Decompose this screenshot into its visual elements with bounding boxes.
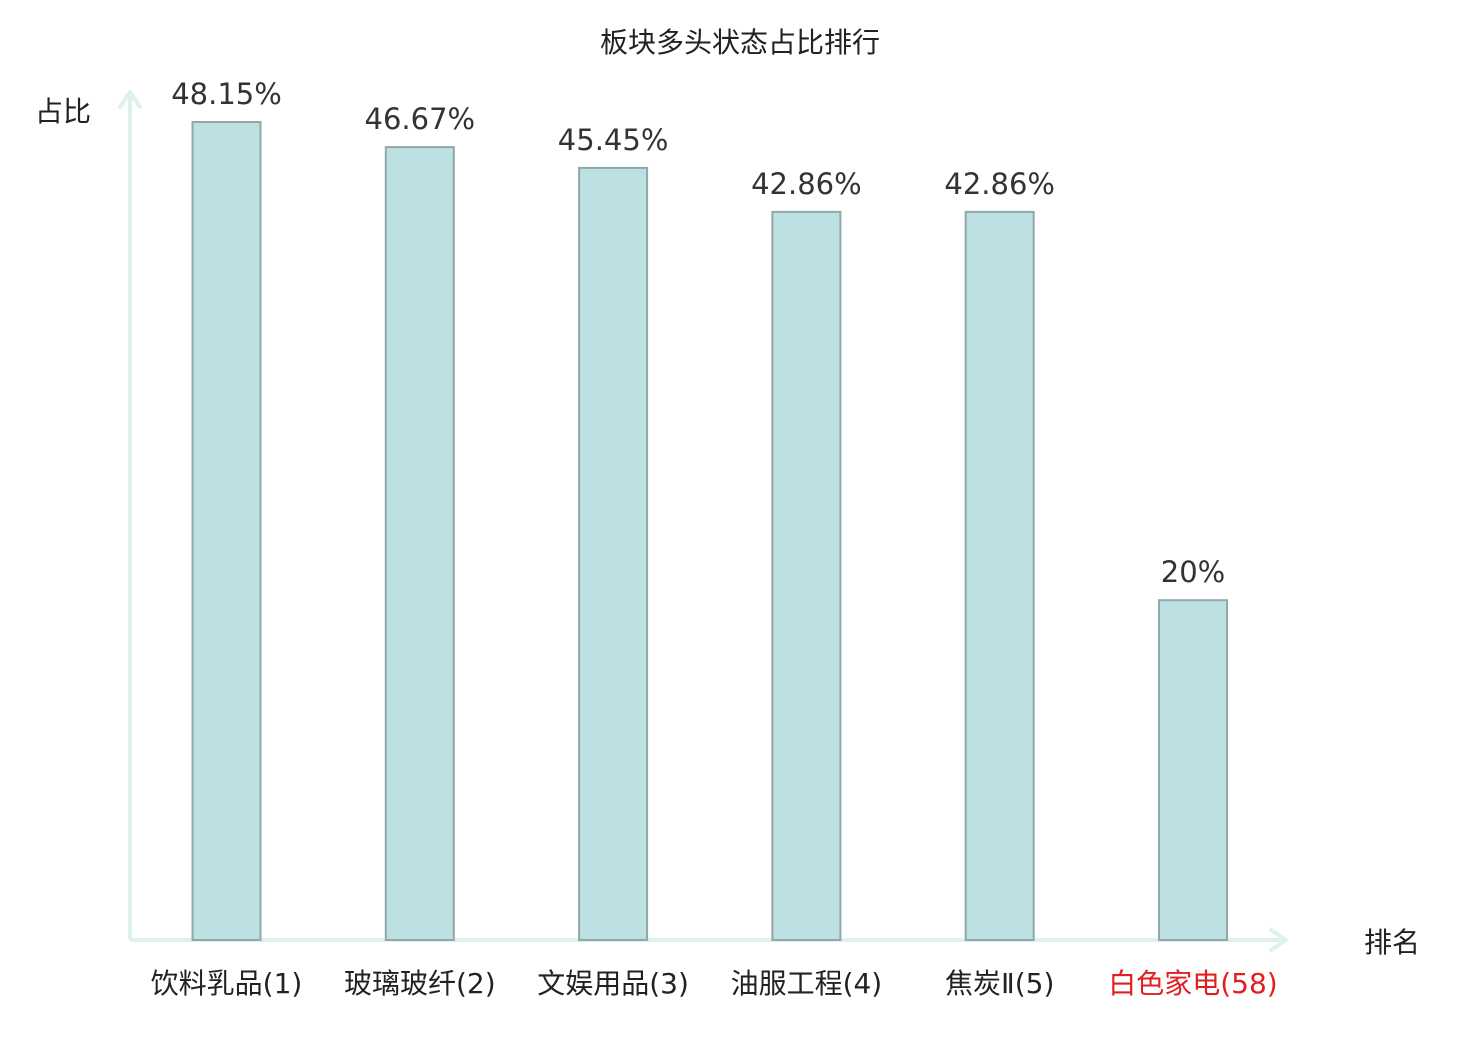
bar bbox=[964, 210, 1035, 941]
x-tick-label: 饮料乳品(1) bbox=[151, 967, 303, 1000]
bar bbox=[384, 146, 455, 942]
bar bbox=[578, 166, 649, 941]
category-labels-group: 饮料乳品(1) 玻璃玻纤(2) 文娱用品(3) 油服工程(4) 焦炭Ⅱ(5) 白色家电(5… bbox=[151, 967, 1278, 1000]
bars-group bbox=[191, 121, 1228, 942]
chart-title: 板块多头状态占比排行 bbox=[600, 26, 880, 59]
x-tick-label: 油服工程(4) bbox=[731, 967, 883, 1000]
x-tick-label: 玻璃玻纤(2) bbox=[344, 967, 496, 1000]
bar-value-label: 42.86% bbox=[751, 167, 862, 201]
bar-value-label: 46.67% bbox=[365, 102, 476, 136]
bar-value-label: 42.86% bbox=[944, 167, 1055, 201]
bar-value-label: 20% bbox=[1161, 555, 1225, 589]
y-axis-arrow-icon bbox=[118, 90, 142, 109]
y-axis-label: 占比 bbox=[35, 95, 91, 128]
x-tick-label: 焦炭Ⅱ(5) bbox=[945, 967, 1054, 1000]
x-axis-label: 排名 bbox=[1364, 926, 1420, 959]
bar bbox=[191, 121, 262, 941]
bar bbox=[771, 210, 842, 941]
bar-value-label: 48.15% bbox=[171, 77, 282, 111]
value-labels-group: 48.15% 46.67% 45.45% 42.86% 42.86% 20% bbox=[171, 77, 1225, 589]
x-axis-arrow-icon bbox=[1269, 928, 1288, 952]
x-tick-label: 文娱用品(3) bbox=[537, 967, 689, 1000]
axes: 占比 排名 bbox=[35, 90, 1420, 959]
bar-value-label: 45.45% bbox=[558, 123, 669, 157]
x-tick-label: 白色家电(58) bbox=[1108, 967, 1277, 1000]
bar bbox=[1158, 599, 1228, 941]
